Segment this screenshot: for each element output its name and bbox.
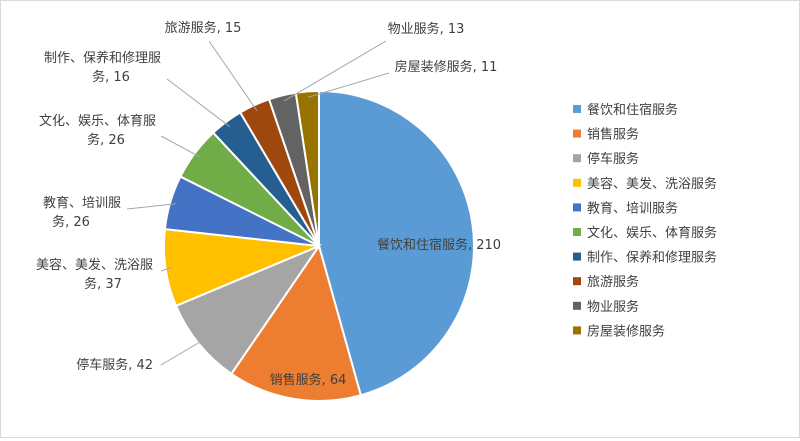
data-label-3-line-0: 美容、美发、洗浴服 [36, 257, 153, 273]
data-label-3-line-1: 务, 37 [84, 276, 122, 292]
data-label-5-line-0: 文化、娱乐、体育服 [39, 113, 156, 129]
legend-label-4: 教育、培训服务 [587, 200, 678, 216]
leader-line-4 [126, 203, 177, 210]
pie-slice-1 [229, 243, 363, 402]
data-label-4-line-1: 务, 26 [52, 214, 90, 230]
legend-swatch-3 [573, 178, 581, 187]
leader-line-9 [307, 72, 390, 98]
legend-label-8: 物业服务 [587, 299, 639, 315]
legend-swatch-8 [573, 301, 581, 310]
leader-line-6 [166, 78, 231, 128]
legend-label-3: 美容、美发、洗浴服务 [587, 176, 717, 192]
legend-label-7: 旅游服务 [587, 274, 639, 290]
data-label-4-line-0: 教育、培训服 [43, 195, 121, 211]
legend-label-6: 制作、保养和修理服务 [587, 250, 717, 266]
legend-label-1: 销售服务 [587, 127, 639, 143]
legend-swatch-7 [573, 277, 581, 286]
legend-label-9: 房屋装修服务 [587, 323, 665, 339]
data-label-1-line-0: 销售服务, 64 [270, 372, 347, 388]
data-label-9-line-0: 房屋装修服务, 11 [395, 59, 498, 75]
legend-swatch-5 [573, 228, 581, 236]
legend-swatch-1 [573, 129, 581, 138]
pie-slice-0 [318, 89, 475, 397]
legend-swatch-2 [573, 154, 581, 163]
legend-swatch-0 [573, 105, 581, 113]
data-label-8-line-0: 物业服务, 13 [388, 21, 465, 37]
data-label-6-line-1: 务, 16 [92, 69, 130, 85]
legend-swatch-6 [573, 252, 581, 261]
pie-slice-2 [174, 243, 322, 376]
legend-label-5: 文化、娱乐、体育服务 [587, 225, 717, 241]
data-label-2-line-0: 停车服务, 42 [76, 357, 153, 373]
data-label-5-line-1: 务, 26 [87, 132, 125, 148]
leader-line-3 [160, 266, 172, 272]
legend-label-2: 停车服务 [587, 151, 639, 167]
data-label-0-line-0: 餐饮和住宿服务, 210 [377, 237, 501, 253]
leader-line-7 [208, 40, 258, 111]
leader-line-8 [283, 40, 387, 102]
leader-line-5 [160, 135, 200, 158]
pie-slice-9 [294, 89, 320, 247]
data-label-6-line-0: 制作、保养和修理服 [44, 50, 161, 66]
data-label-7-line-0: 旅游服务, 15 [165, 20, 242, 36]
leader-line-2 [160, 339, 204, 366]
legend-label-0: 餐饮和住宿服务 [587, 102, 678, 118]
legend-swatch-9 [573, 326, 581, 335]
legend-swatch-4 [573, 203, 581, 212]
